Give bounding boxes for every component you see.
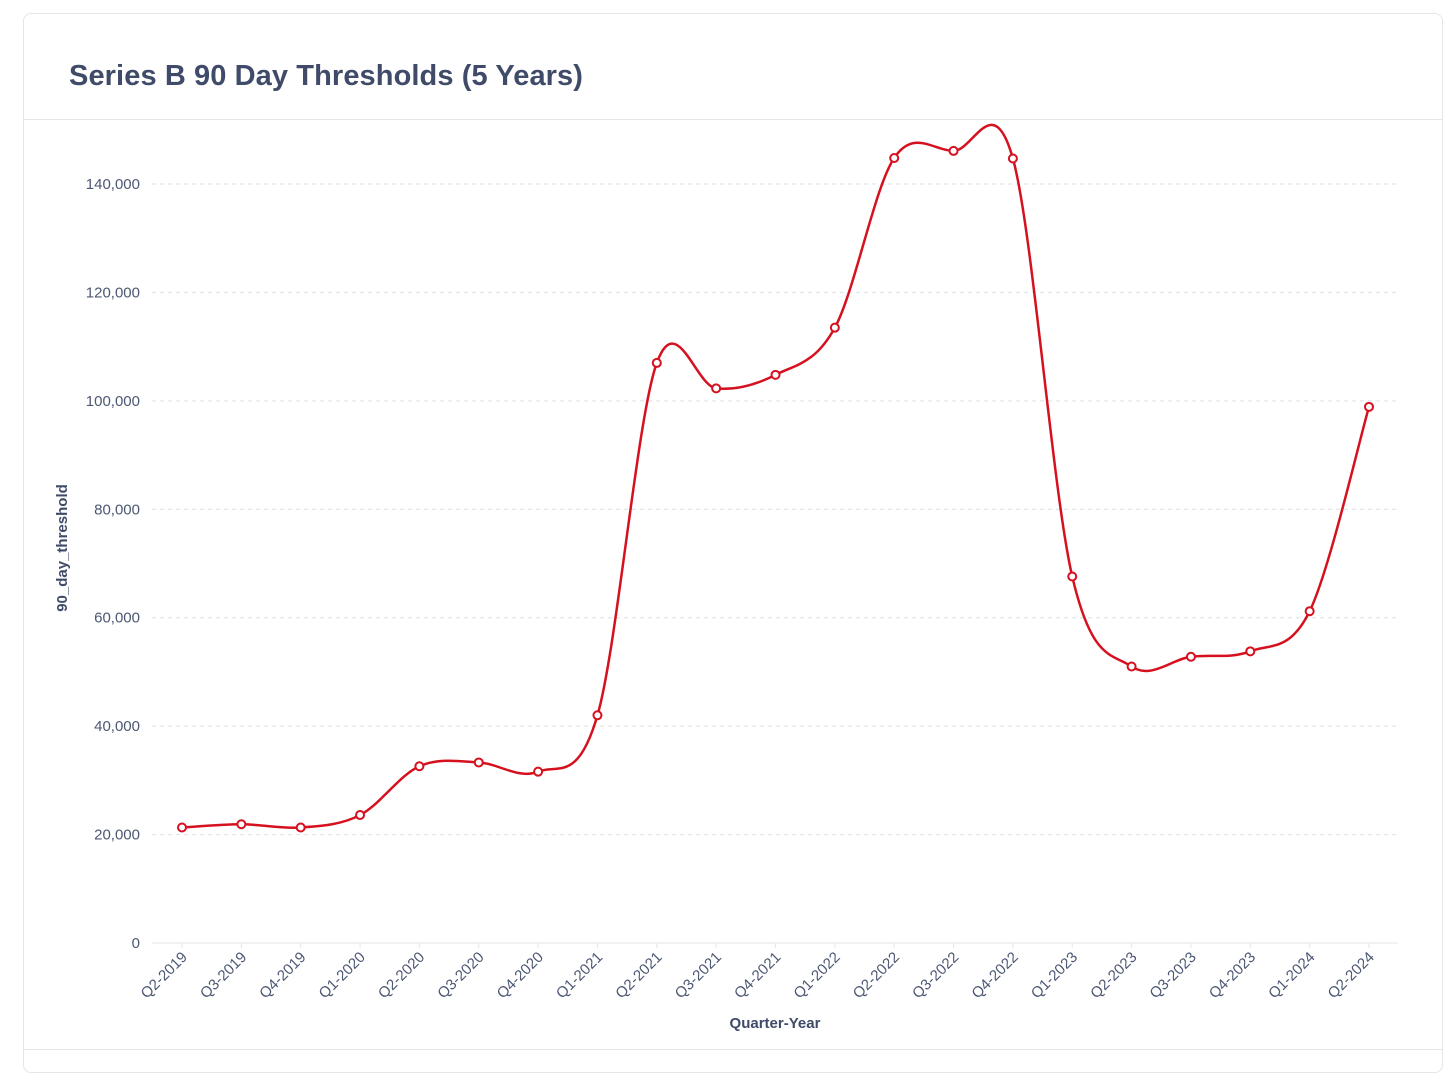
y-tick-label: 100,000 — [86, 393, 140, 410]
card-title[interactable]: Series B 90 Day Thresholds (5 Years) — [69, 60, 584, 92]
x-tick-label: Q4-2021 — [731, 949, 784, 1002]
x-tick-label: Q2-2021 — [612, 949, 665, 1002]
series-line — [180, 123, 1371, 830]
data-point[interactable] — [1185, 651, 1196, 662]
data-point[interactable] — [1364, 401, 1374, 412]
data-point[interactable] — [948, 145, 959, 156]
data-point[interactable] — [711, 383, 722, 394]
data-point[interactable] — [177, 822, 187, 833]
data-point[interactable] — [829, 322, 840, 333]
x-tick-label: Q3-2023 — [1146, 949, 1199, 1002]
data-point[interactable] — [770, 369, 781, 380]
x-tick-label: Q1-2021 — [553, 949, 606, 1002]
x-tick-label: Q3-2022 — [909, 949, 962, 1002]
data-point[interactable] — [1067, 571, 1078, 582]
y-tick-label: 20,000 — [94, 827, 140, 844]
data-point[interactable] — [1007, 153, 1018, 164]
data-point[interactable] — [1304, 606, 1315, 617]
data-point[interactable] — [355, 810, 366, 821]
data-point[interactable] — [414, 761, 425, 772]
card-bottom-divider — [24, 1049, 1442, 1050]
x-tick-label: Q3-2021 — [672, 949, 725, 1002]
y-tick-label: 80,000 — [94, 501, 140, 518]
x-tick-label: Q1-2022 — [790, 949, 843, 1002]
x-tick-label: Q2-2023 — [1087, 949, 1140, 1002]
data-point[interactable] — [1126, 661, 1137, 672]
x-tick-label: Q2-2019 — [138, 949, 191, 1002]
data-point[interactable] — [295, 822, 306, 833]
x-tick-label: Q3-2020 — [434, 949, 487, 1002]
card-header: Series B 90 Day Thresholds (5 Years) — [24, 14, 1442, 120]
x-tick-label: Q4-2019 — [256, 949, 309, 1002]
x-tick-label: Q1-2024 — [1265, 949, 1318, 1002]
x-tick-label: Q2-2024 — [1325, 949, 1378, 1002]
x-tick-label: Q4-2023 — [1206, 949, 1259, 1002]
data-point[interactable] — [473, 757, 484, 768]
data-point[interactable] — [533, 766, 544, 777]
x-tick-label: Q4-2022 — [968, 949, 1021, 1002]
y-tick-label: 60,000 — [94, 610, 140, 627]
y-tick-label: 0 — [132, 935, 140, 952]
x-axis-title: Quarter-Year — [730, 1015, 821, 1032]
x-tick-label: Q1-2020 — [316, 949, 369, 1002]
x-tick-label: Q1-2023 — [1028, 949, 1081, 1002]
y-tick-label: 40,000 — [94, 718, 140, 735]
y-axis-title: 90_day_threshold — [54, 484, 71, 612]
data-point[interactable] — [592, 710, 603, 721]
y-tick-label: 140,000 — [86, 176, 140, 193]
data-point[interactable] — [1245, 646, 1256, 657]
x-tick-label: Q2-2020 — [375, 949, 428, 1002]
x-tick-label: Q3-2019 — [197, 949, 250, 1002]
data-point[interactable] — [236, 819, 247, 830]
chart-card: Series B 90 Day Thresholds (5 Years) — [23, 13, 1443, 1073]
data-point[interactable] — [651, 357, 662, 368]
y-tick-label: 120,000 — [86, 284, 140, 301]
data-point[interactable] — [889, 152, 900, 163]
x-tick-label: Q4-2020 — [494, 949, 547, 1002]
x-tick-label: Q2-2022 — [850, 949, 903, 1002]
